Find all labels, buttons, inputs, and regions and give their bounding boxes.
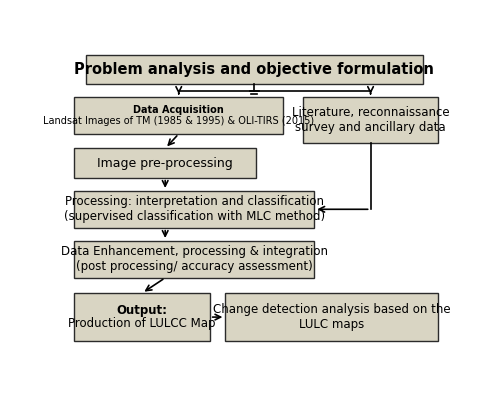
FancyBboxPatch shape [86,54,423,84]
Text: Problem analysis and objective formulation: Problem analysis and objective formulati… [74,62,434,77]
FancyBboxPatch shape [74,241,314,278]
Text: Image pre-processing: Image pre-processing [98,157,233,170]
Text: Data Acquisition: Data Acquisition [134,105,224,115]
Text: Literature, reconnaissance
survey and ancillary data: Literature, reconnaissance survey and an… [292,106,450,134]
Text: Change detection analysis based on the
LULC maps: Change detection analysis based on the L… [213,303,450,331]
FancyBboxPatch shape [303,97,438,143]
FancyBboxPatch shape [225,293,438,341]
FancyBboxPatch shape [74,148,256,178]
FancyBboxPatch shape [74,97,284,134]
Text: Production of LULCC Map: Production of LULCC Map [68,317,216,330]
Text: Data Enhancement, processing & integration
(post processing/ accuracy assessment: Data Enhancement, processing & integrati… [61,245,328,273]
Text: Landsat Images of TM (1985 & 1995) & OLI-TIRS (2015): Landsat Images of TM (1985 & 1995) & OLI… [43,116,314,126]
Text: Output:: Output: [116,304,168,317]
FancyBboxPatch shape [74,293,210,341]
Text: Processing: interpretation and classification
(supervised classification with ML: Processing: interpretation and classific… [64,195,325,223]
FancyBboxPatch shape [74,191,314,228]
